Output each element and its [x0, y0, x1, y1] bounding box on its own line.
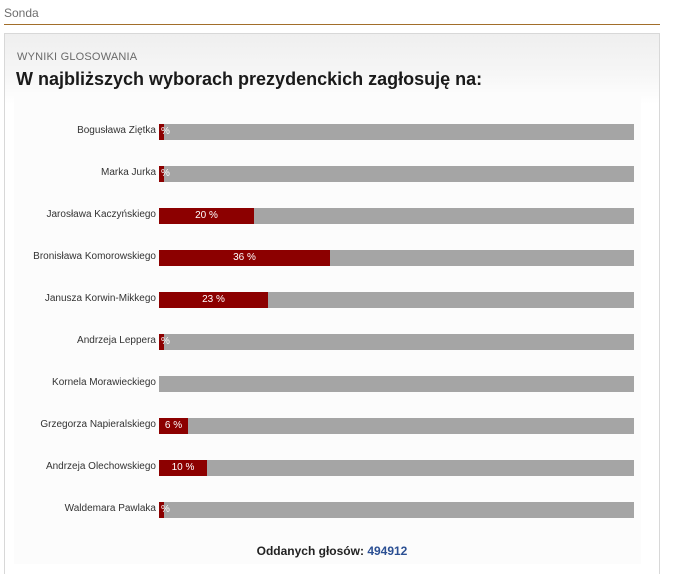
result-row: Andrzeja Leppera%	[5, 334, 659, 350]
result-percent-label: 20 %	[195, 210, 218, 221]
result-bar-track: %	[159, 124, 634, 140]
candidate-name: Waldemara Pawlaka	[64, 503, 156, 514]
result-bar-fill	[159, 124, 164, 140]
result-bar-track: 36 %	[159, 250, 634, 266]
candidate-name: Bogusława Ziętka	[77, 125, 156, 136]
section-header: Sonda	[4, 6, 660, 25]
votes-count: 494912	[367, 544, 408, 558]
candidate-name: Kornela Morawieckiego	[52, 377, 156, 388]
candidate-name: Janusza Korwin-Mikkego	[44, 293, 156, 304]
result-bar-track: 6 %	[159, 418, 634, 434]
candidate-name: Bronisława Komorowskiego	[33, 251, 156, 262]
poll-question: W najbliższych wyborach prezydenckich za…	[16, 69, 483, 89]
votes-summary: Oddanych głosów: 494912	[5, 544, 659, 558]
result-percent-label: 10 %	[171, 462, 195, 473]
result-percent-label: %	[161, 504, 170, 515]
result-bar-fill	[159, 250, 330, 266]
candidate-name: Marka Jurka	[100, 167, 156, 178]
result-row: Jarosława Kaczyńskiego 20 %	[5, 208, 659, 224]
result-row: Bronisława Komorowskiego 36 %	[5, 250, 659, 266]
candidate-name: Andrzeja Leppera	[77, 335, 156, 346]
result-row: Andrzeja Olechowskiego 10 %	[5, 460, 659, 476]
result-row: Waldemara Pawlaka%	[5, 502, 659, 518]
result-row: Grzegorza Napieralskiego 6 %	[5, 418, 659, 434]
result-bar-fill	[159, 208, 254, 224]
result-bar-track: 23 %	[159, 292, 634, 308]
result-bar-fill	[159, 502, 164, 518]
candidate-name: Jarosława Kaczyńskiego	[46, 209, 157, 220]
result-percent-label: %	[161, 126, 170, 137]
result-bar-track: 10 %	[159, 460, 634, 476]
candidate-name: Grzegorza Napieralskiego	[40, 419, 156, 430]
result-row: Marka Jurka%	[5, 166, 659, 182]
result-percent-label: %	[161, 168, 170, 179]
result-bar-fill	[159, 334, 164, 350]
result-bar-track: %	[159, 166, 634, 182]
result-row: Bogusława Ziętka%	[5, 124, 659, 140]
result-bar-fill	[159, 418, 188, 434]
result-percent-label: %	[161, 336, 170, 347]
poll-results-panel	[14, 94, 641, 564]
candidate-name: Andrzeja Olechowskiego	[45, 461, 156, 472]
result-row: Kornela Morawieckiego	[5, 376, 659, 392]
poll-results-box: WYNIKI GLOSOWANIA W najbliższych wyborac…	[4, 33, 660, 574]
result-percent-label: 6 %	[164, 420, 183, 431]
result-bar-fill	[159, 292, 268, 308]
result-bar-fill	[159, 460, 207, 476]
result-bar-fill	[159, 166, 164, 182]
result-percent-label: 36 %	[233, 252, 256, 263]
results-heading: WYNIKI GLOSOWANIA	[17, 51, 138, 63]
result-bar-track: %	[159, 502, 634, 518]
result-bar-track: 20 %	[159, 208, 634, 224]
section-title: Sonda	[4, 6, 39, 20]
result-percent-label: 23 %	[202, 294, 225, 305]
votes-label: Oddanych głosów:	[256, 544, 364, 558]
result-bar-track: %	[159, 334, 634, 350]
result-bar-track	[159, 376, 634, 392]
result-row: Janusza Korwin-Mikkego 23 %	[5, 292, 659, 308]
